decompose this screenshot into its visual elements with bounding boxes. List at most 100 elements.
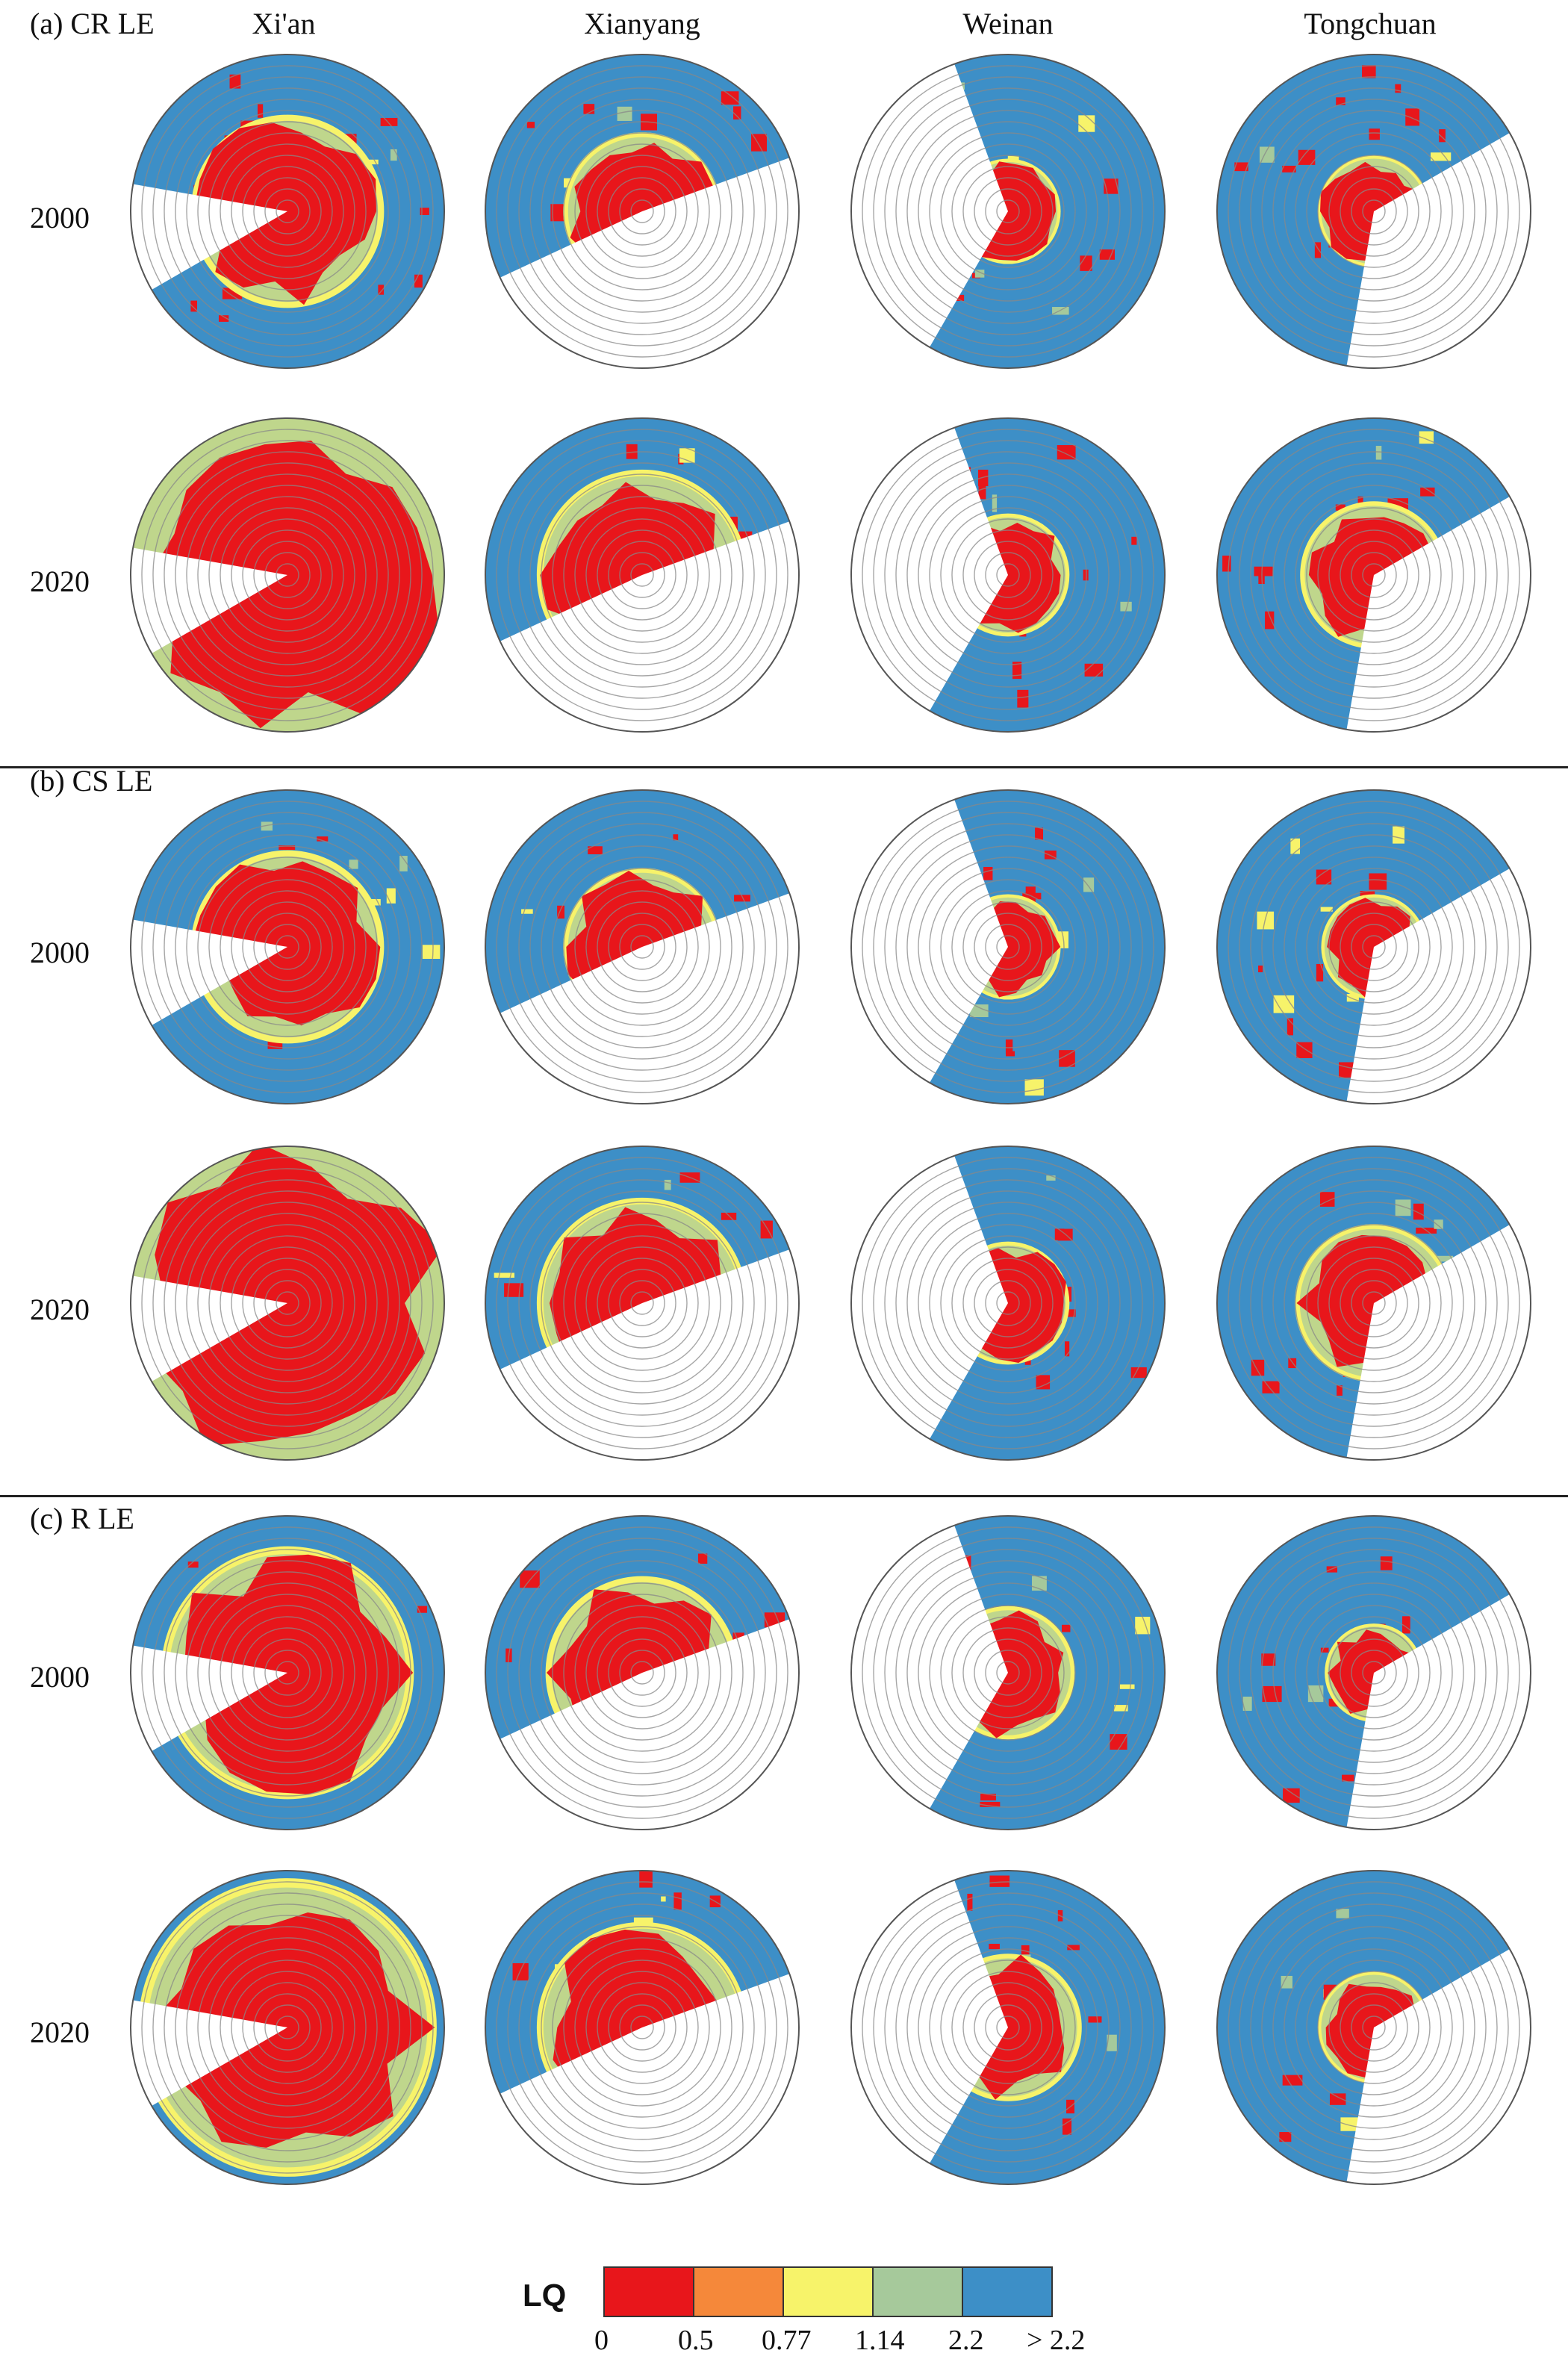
land-patch [1369,128,1380,140]
buffer-ring [186,845,389,1048]
buffer-ring [231,518,344,632]
buffer-ring [862,65,1154,358]
land-patch [1401,1616,1410,1634]
land-patch [1282,165,1296,173]
buffer-ring [220,879,355,1015]
land-patch [1314,242,1322,258]
buffer-ring [985,2004,1031,2051]
buffer-ring [1272,473,1475,677]
land-patch [349,860,358,869]
buffer-ring [1306,1235,1442,1371]
buffer-ring [242,166,333,257]
city-map [130,1146,445,1461]
no-data-sector [497,156,799,368]
buffer-ring [197,485,378,665]
city-map [850,1515,1166,1830]
buffer-ring [1340,1269,1408,1337]
land-patch [378,285,385,295]
land-patch [1135,1617,1151,1635]
land-patch [1036,1375,1051,1390]
buffer-ring [220,1235,355,1371]
legend-swatch [962,2266,1053,2317]
land-patch [417,1606,427,1613]
land-patch [1242,1696,1252,1711]
year-label: 2020 [30,565,90,598]
buffer-ring [264,924,311,970]
map-outline [130,789,445,1104]
buffer-ring [895,1560,1121,1786]
buffer-ring [962,901,1054,992]
no-data-sector [497,1972,799,2184]
city-map [850,417,1166,733]
buffer-ring [996,1661,1020,1685]
buffer-ring [630,1291,654,1315]
buffer-ring [1306,143,1442,279]
buffer-ring [175,99,400,324]
buffer-ring [197,857,378,1037]
land-patch [1346,994,1359,1002]
buffer-ring [1362,563,1386,587]
buffer-ring [563,1948,721,2107]
buffer-ring [873,812,1143,1082]
buffer-ring [1239,812,1509,1082]
land-patch [1405,108,1420,126]
buffer-ring [552,1582,732,1763]
buffer-ring [507,1538,777,1808]
buffer-ring [895,834,1121,1060]
no-data-sector [131,547,287,656]
city-map [1216,417,1531,733]
buffer-ring [940,1959,1076,2095]
buffer-ring [1328,901,1419,992]
buffer-ring [996,199,1020,223]
buffer-ring [974,177,1042,246]
city-map [1216,1870,1531,2185]
buffer-ring [253,177,322,246]
legend-colorbar [603,2266,1053,2317]
buffer-ring [208,868,367,1026]
city-map [130,417,445,733]
land-patch [1282,2074,1303,2086]
buffer-ring [985,924,1031,970]
map-outline [485,417,800,733]
buffer-ring [1351,1650,1397,1696]
city-map [485,1870,800,2185]
land-patch [1262,1381,1280,1393]
buffer-ring [1261,1915,1487,2140]
buffer-ring [563,496,721,654]
land-patch [1316,869,1332,885]
land-patch [1281,1975,1293,1989]
buffer-ring [1328,529,1419,621]
buffer-ring [552,857,732,1037]
buffer-ring [608,177,676,246]
buffer-ring [563,868,721,1026]
buffer-ring [884,87,1132,335]
buffer-ring [507,76,777,346]
buffer-ring [164,87,411,335]
land-patch [494,1272,514,1278]
buffer-ring [1317,1971,1431,2084]
land-patch [1393,826,1405,844]
buffer-ring [906,1202,1110,1405]
buffer-ring [496,429,788,721]
land-patch [1287,1018,1293,1036]
buffer-ring [186,1926,389,2129]
buffer-ring [552,485,732,665]
buffer-ring [906,110,1110,313]
buffer-ring [231,890,344,1004]
buffer-ring [1317,518,1431,632]
buffer-ring [1261,834,1487,1060]
buffer-ring [918,1582,1098,1763]
buffer-ring [974,1993,1042,2062]
buffer-ring [276,935,299,959]
no-data-sector [131,919,287,1028]
legend-tick: 0 [594,2325,609,2356]
land-patch [399,856,408,871]
buffer-ring [529,1560,755,1786]
land-patch [639,1871,653,1888]
legend-tick: > 2.2 [1027,2325,1086,2356]
buffer-ring [895,1915,1121,2140]
land-patch [697,1553,708,1564]
buffer-ring [1284,1582,1464,1763]
land-patch [992,494,998,512]
